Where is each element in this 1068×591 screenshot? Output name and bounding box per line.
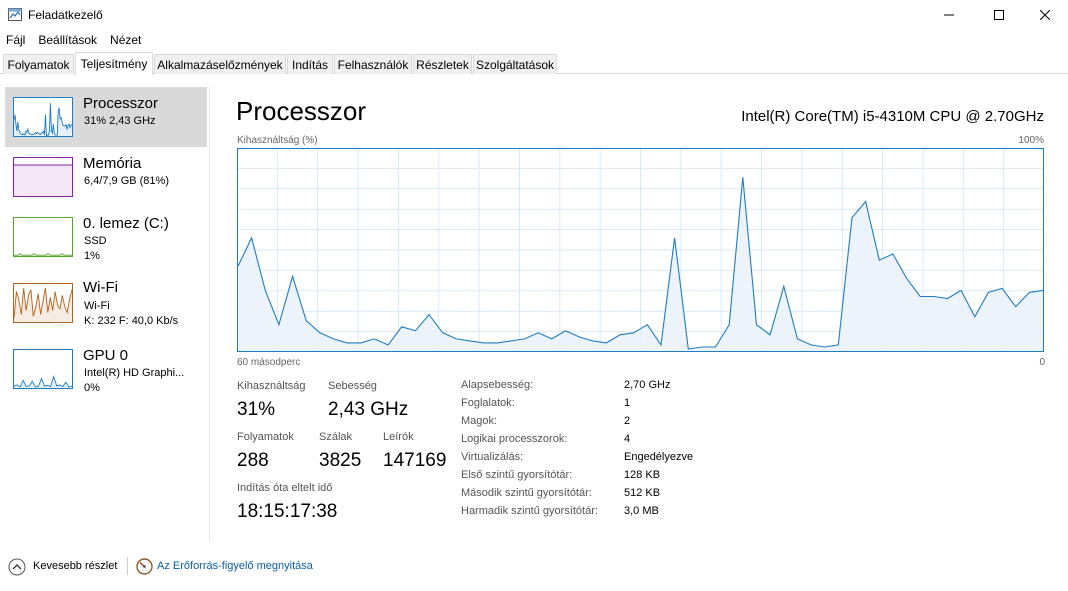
tab-performance[interactable]: Teljesítmény xyxy=(75,52,153,75)
virtualization-label: Virtualizálás: xyxy=(461,451,524,463)
speed-value: 2,43 GHz xyxy=(328,399,409,420)
sidebar-item-label: 0. lemez (C:) xyxy=(83,215,169,232)
cores-label: Magok: xyxy=(461,415,498,427)
thumbnail-line xyxy=(13,287,73,319)
graph-x-start-label: 60 másodperc xyxy=(237,357,301,368)
cpu-utilization-line xyxy=(237,177,1044,350)
sidebar-item-detail: 1% xyxy=(84,250,100,262)
tab-services[interactable]: Szolgáltatások xyxy=(473,54,557,74)
maximize-icon xyxy=(994,10,1004,20)
thumbnail-line xyxy=(13,103,73,137)
tab-bar: Folyamatok Teljesítmény Alkalmazáselőzmé… xyxy=(0,52,1068,75)
graph-y-max: 100% xyxy=(1018,135,1044,146)
tab-app-history[interactable]: Alkalmazáselőzmények xyxy=(154,54,286,74)
l3-cache-value: 3,0 MB xyxy=(624,505,659,517)
sidebar-item-gpu[interactable]: GPU 0 Intel(R) HD Graphi... 0% xyxy=(5,339,207,399)
footer-divider xyxy=(127,557,128,575)
sockets-label: Foglalatok: xyxy=(461,397,515,409)
memory-fill xyxy=(14,165,72,196)
l1-cache-label: Első szintű gyorsítótár: xyxy=(461,469,573,481)
l2-cache-label: Második szintű gyorsítótár: xyxy=(461,487,592,499)
handles-value: 147169 xyxy=(383,450,447,471)
minimize-icon xyxy=(944,14,954,16)
sidebar-item-wifi[interactable]: Wi-Fi Wi-Fi K: 232 F: 40,0 Kb/s xyxy=(5,273,207,333)
base-speed-label: Alapsebesség: xyxy=(461,379,534,391)
sockets-value: 1 xyxy=(624,397,631,409)
resource-sidebar: Processzor 31% 2,43 GHz Memória 6,4/7,9 … xyxy=(0,87,210,540)
l2-cache-value: 512 KB xyxy=(624,487,661,499)
virtualization-value: Engedélyezve xyxy=(624,451,694,463)
menu-settings[interactable]: Beállítások xyxy=(38,33,98,47)
sidebar-item-label: Memória xyxy=(83,155,142,172)
sidebar-item-disk[interactable]: 0. lemez (C:) SSD 1% xyxy=(5,207,207,267)
logical-processors-label: Logikai processzorok: xyxy=(461,433,568,445)
task-manager-icon xyxy=(8,8,22,21)
sidebar-item-detail: Intel(R) HD Graphi... xyxy=(84,367,185,379)
processes-label: Folyamatok xyxy=(237,431,294,443)
sidebar-item-detail: Wi-Fi xyxy=(84,300,110,312)
chevron-up-icon[interactable] xyxy=(8,558,26,576)
utilization-label: Kihasználtság xyxy=(237,380,306,392)
cpu-area-fill xyxy=(238,177,1043,351)
sidebar-item-detail: 31% 2,43 GHz xyxy=(84,115,156,127)
l1-cache-value: 128 KB xyxy=(624,469,661,481)
close-button[interactable] xyxy=(1022,0,1068,30)
l3-cache-label: Harmadik szintű gyorsítótár: xyxy=(461,505,598,517)
threads-label: Szálak xyxy=(319,431,353,443)
sidebar-item-label: Processzor xyxy=(83,95,159,112)
sidebar-item-label: GPU 0 xyxy=(83,347,129,364)
speed-label: Sebesség xyxy=(328,380,377,392)
resource-monitor-icon xyxy=(136,558,153,575)
logical-processors-value: 4 xyxy=(624,433,631,445)
cores-value: 2 xyxy=(624,415,631,427)
threads-value: 3825 xyxy=(319,450,362,471)
thumbnail-line xyxy=(14,253,72,256)
open-resource-monitor-link[interactable]: Az Erőforrás-figyelő megnyitása xyxy=(157,560,313,572)
footer: Kevesebb részlet Az Erőforrás-figyelő me… xyxy=(0,553,1068,581)
sidebar-item-cpu[interactable]: Processzor 31% 2,43 GHz xyxy=(5,87,207,147)
wifi-thumbnail-graph xyxy=(13,283,73,323)
graph-x-end-label: 0 xyxy=(1039,357,1045,368)
close-icon xyxy=(1040,10,1050,20)
cpu-model: Intel(R) Core(TM) i5-4310M CPU @ 2.70GHz xyxy=(741,108,1044,125)
sidebar-item-label: Wi-Fi xyxy=(83,279,118,296)
minimize-button[interactable] xyxy=(926,0,972,30)
thumbnail-frame xyxy=(13,217,73,257)
thumbnail-line xyxy=(13,375,73,388)
sidebar-item-detail: SSD xyxy=(84,235,107,247)
page-title: Processzor xyxy=(236,96,367,126)
disk-thumbnail-graph xyxy=(13,217,73,257)
tab-users[interactable]: Felhasználók xyxy=(334,54,412,74)
sidebar-item-memory[interactable]: Memória 6,4/7,9 GB (81%) xyxy=(5,147,207,207)
sidebar-item-detail: 0% xyxy=(84,382,100,394)
tab-processes[interactable]: Folyamatok xyxy=(3,54,74,74)
sidebar-item-detail: 6,4/7,9 GB (81%) xyxy=(84,175,169,187)
base-speed-value: 2,70 GHz xyxy=(624,379,671,391)
title-bar: Feladatkezelő xyxy=(0,0,1068,30)
menu-view[interactable]: Nézet xyxy=(110,33,142,47)
menu-bar: Fájl Beállítások Nézet xyxy=(0,30,1068,50)
memory-thumbnail-graph xyxy=(13,157,73,197)
maximize-button[interactable] xyxy=(976,0,1022,30)
cpu-utilization-graph xyxy=(237,148,1044,352)
handles-label: Leírók xyxy=(383,431,414,443)
fewer-details-button[interactable]: Kevesebb részlet xyxy=(33,560,118,572)
processes-value: 288 xyxy=(237,450,269,471)
tab-details[interactable]: Részletek xyxy=(413,54,472,74)
menu-file[interactable]: Fájl xyxy=(6,33,26,47)
gpu-thumbnail-graph xyxy=(13,349,73,389)
sidebar-item-detail: K: 232 F: 40,0 Kb/s xyxy=(84,315,179,327)
window-title: Feladatkezelő xyxy=(28,8,103,22)
graph-y-label: Kihasználtság (%) xyxy=(237,135,318,146)
utilization-value: 31% xyxy=(237,399,276,420)
uptime-value: 18:15:17:38 xyxy=(237,501,338,522)
tab-startup[interactable]: Indítás xyxy=(287,54,333,74)
cpu-thumbnail-graph xyxy=(13,97,73,137)
uptime-label: Indítás óta eltelt idő xyxy=(237,482,333,494)
